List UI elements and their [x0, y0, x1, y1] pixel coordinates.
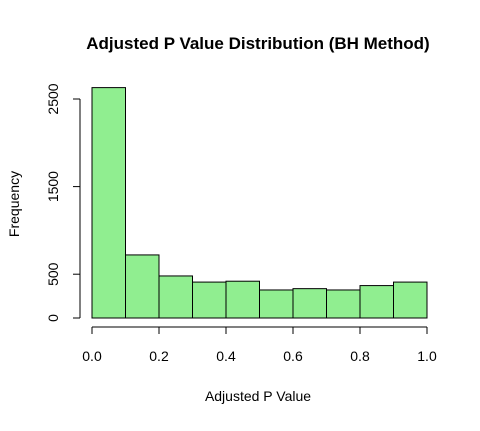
histogram-bar [125, 254, 160, 319]
chart-title: Adjusted P Value Distribution (BH Method… [86, 34, 429, 53]
histogram-bar [192, 281, 227, 319]
histogram-bar [91, 87, 126, 319]
x-tick-label: 0.8 [350, 348, 370, 364]
x-axis-label: Adjusted P Value [205, 388, 311, 404]
histogram-bar [393, 281, 428, 319]
histogram-bar [359, 285, 394, 319]
y-axis: 0 500 1500 2500 [45, 83, 81, 322]
x-tick-label: 0.0 [82, 348, 102, 364]
y-axis-label: Frequency [6, 171, 22, 237]
x-tick-label: 0.2 [149, 348, 169, 364]
bars-group [91, 87, 428, 319]
histogram-bar [292, 288, 327, 319]
histogram-bar [259, 289, 294, 319]
x-axis: 0.0 0.2 0.4 0.6 0.8 1.0 [82, 326, 437, 364]
x-tick-label: 1.0 [417, 348, 437, 364]
histogram-bar [326, 289, 361, 319]
y-tick-label: 500 [45, 262, 61, 286]
histogram-bar [158, 275, 193, 319]
y-tick-label: 1500 [45, 171, 61, 202]
y-tick-label: 0 [45, 314, 61, 322]
y-tick-label: 2500 [45, 83, 61, 114]
histogram-bar [225, 280, 260, 319]
x-tick-label: 0.6 [283, 348, 303, 364]
x-tick-label: 0.4 [216, 348, 236, 364]
